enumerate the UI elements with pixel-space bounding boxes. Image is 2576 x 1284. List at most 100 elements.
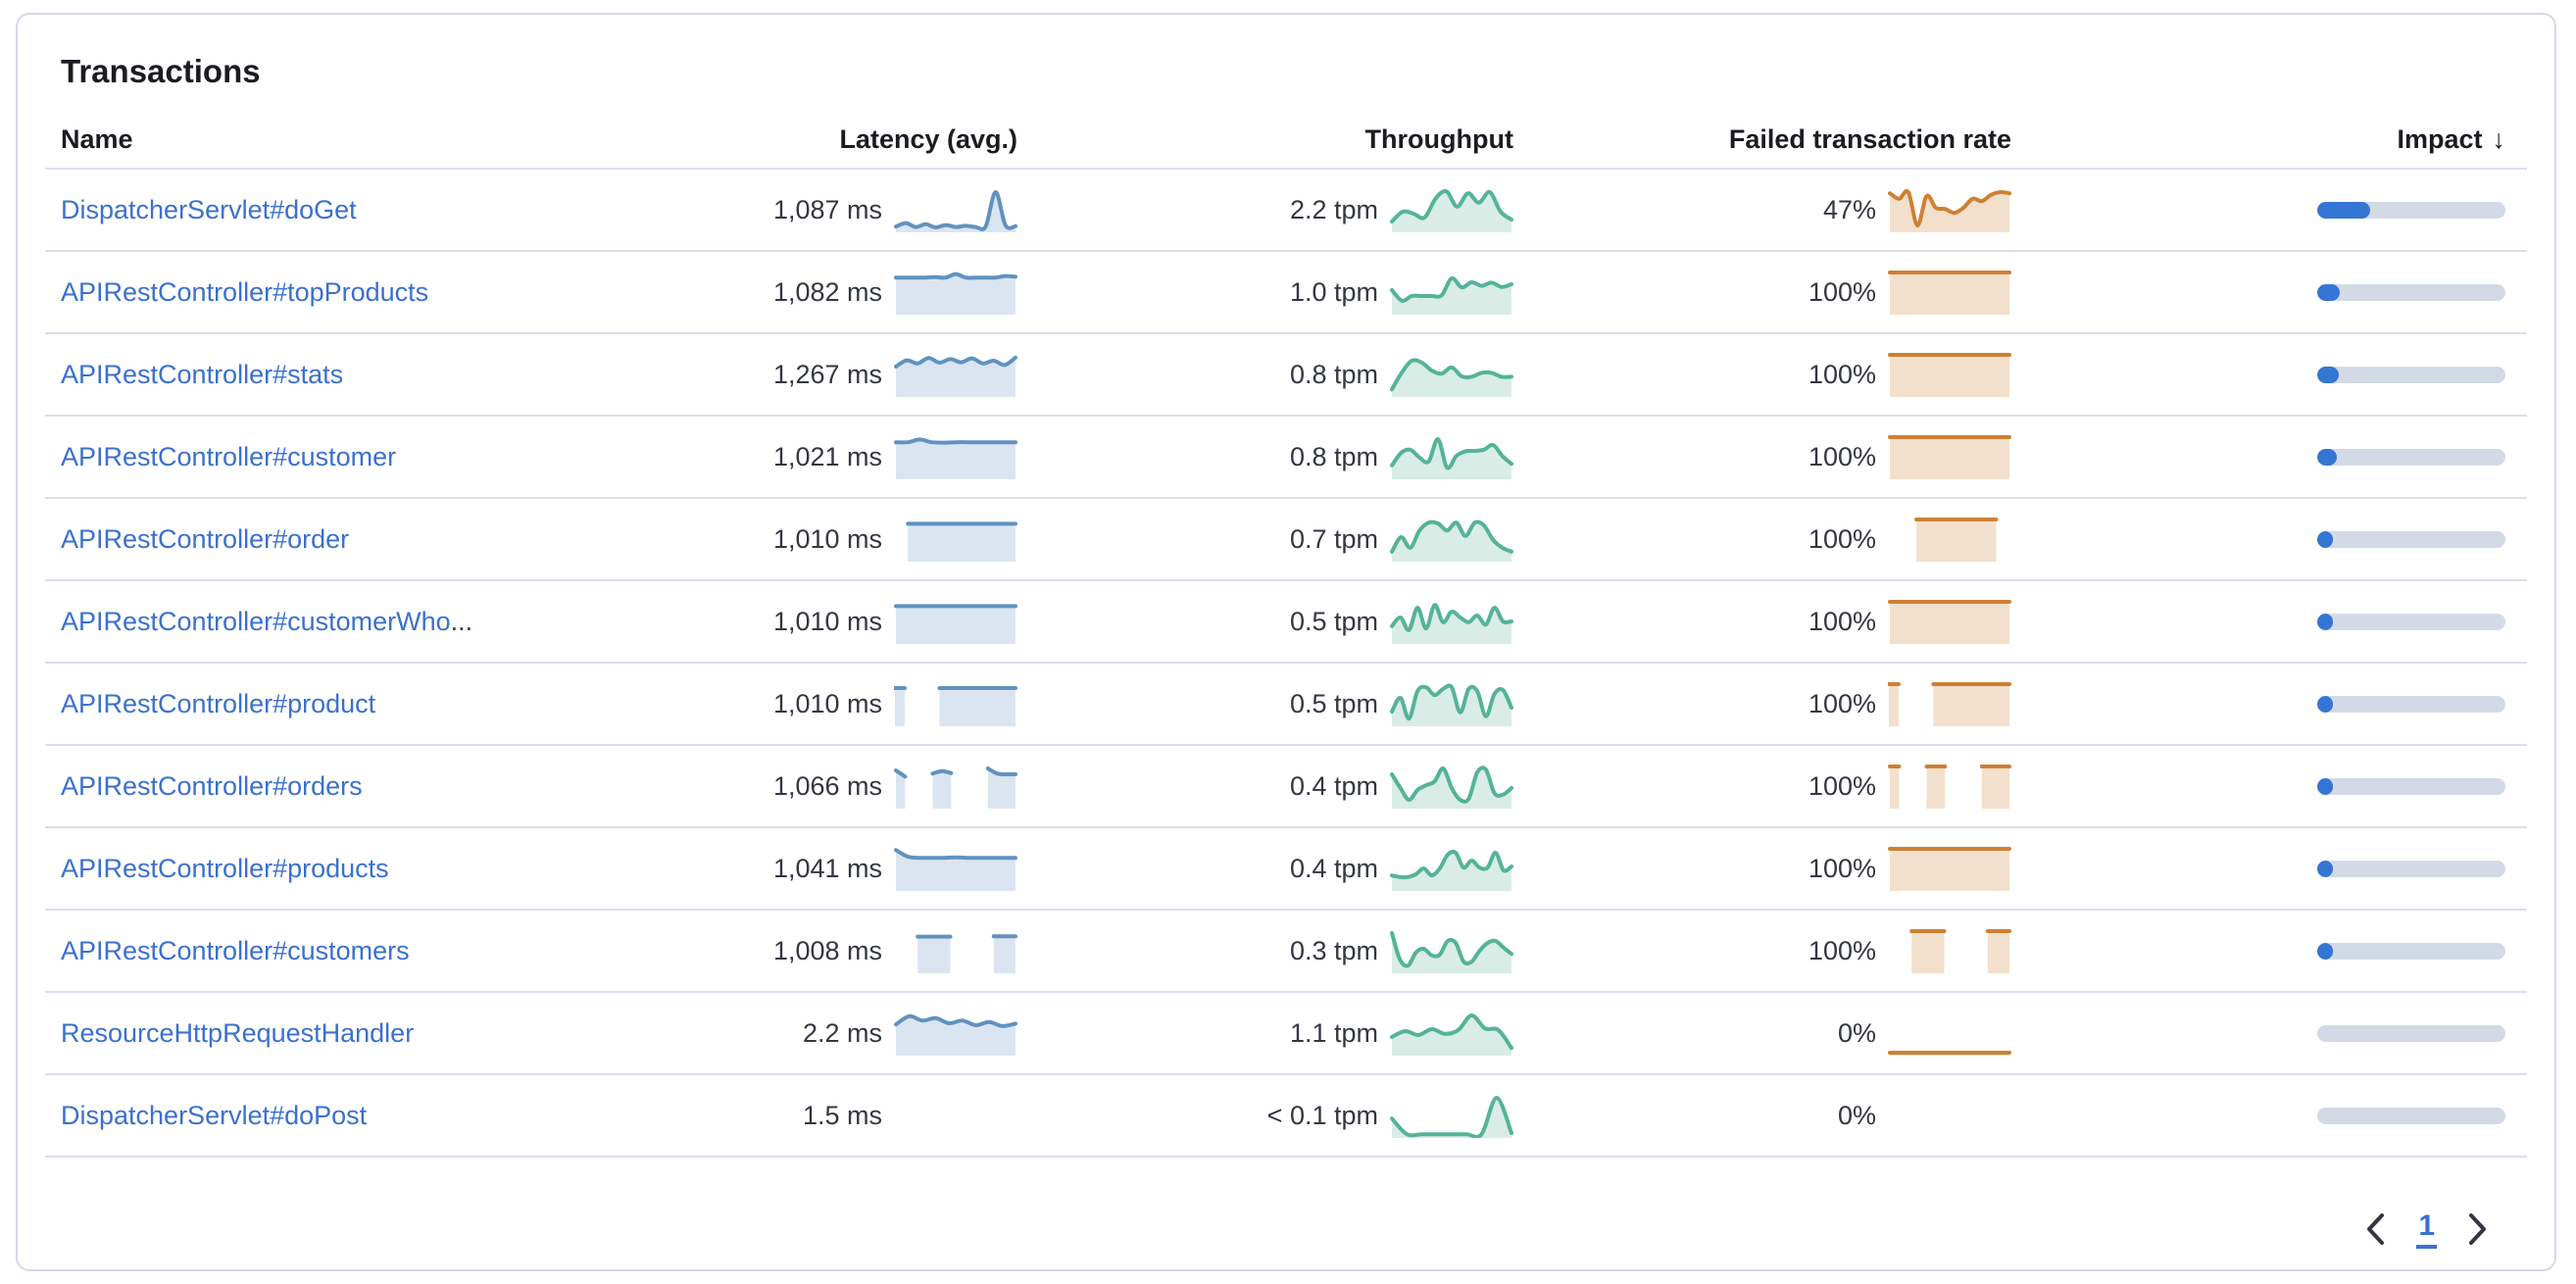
latency-value: 1,267 ms — [772, 359, 882, 389]
transaction-link[interactable]: APIRestController#customerWho... — [61, 606, 473, 636]
latency-sparkline — [894, 766, 1017, 809]
failed-rate-sparkline — [1888, 271, 2011, 315]
throughput-cell: 0.4 tpm — [1031, 764, 1527, 809]
throughput-sparkline — [1390, 1013, 1513, 1056]
impact-bar — [2317, 366, 2505, 383]
transaction-name-cell: APIRestController#customers — [45, 936, 541, 966]
transaction-link[interactable]: APIRestController#order — [61, 523, 350, 554]
failed-rate-cell: 100% — [1527, 517, 2025, 562]
page-number-1[interactable]: 1 — [2416, 1210, 2437, 1249]
latency-value: 1.5 ms — [802, 1100, 882, 1130]
latency-value: 1,010 ms — [772, 523, 882, 554]
panel-title: Transactions — [61, 53, 261, 89]
transaction-name-cell: APIRestController#order — [45, 524, 541, 555]
transaction-link[interactable]: APIRestController#customer — [61, 441, 397, 471]
throughput-sparkline — [1390, 931, 1513, 973]
impact-cell — [2025, 530, 2527, 548]
throughput-sparkline — [1390, 519, 1513, 562]
column-header-impact[interactable]: Impact ↓ — [2397, 123, 2505, 154]
column-header-name[interactable]: Name — [61, 123, 133, 154]
throughput-value: 0.4 tpm — [1289, 770, 1378, 801]
transaction-link[interactable]: APIRestController#topProducts — [61, 276, 429, 307]
latency-cell: 1.5 ms — [541, 1093, 1031, 1138]
throughput-value: 0.5 tpm — [1289, 606, 1378, 636]
transaction-link[interactable]: DispatcherServlet#doPost — [61, 1100, 368, 1130]
transaction-name-cell: DispatcherServlet#doGet — [45, 195, 541, 225]
column-header-throughput[interactable]: Throughput — [1364, 123, 1513, 154]
transaction-link[interactable]: ResourceHttpRequestHandler — [61, 1017, 415, 1048]
table-body: DispatcherServlet#doGet 1,087 ms 2.2 tpm 47… — [45, 170, 2527, 1158]
throughput-sparkline — [1390, 849, 1513, 891]
impact-cell — [2025, 860, 2527, 877]
throughput-cell: 0.8 tpm — [1031, 434, 1527, 479]
failed-rate-cell: 100% — [1527, 270, 2025, 315]
throughput-sparkline — [1390, 1096, 1513, 1138]
latency-cell: 1,087 ms — [541, 187, 1031, 232]
column-header-failed-rate[interactable]: Failed transaction rate — [1728, 123, 2011, 154]
failed-rate-value: 47% — [1822, 194, 1876, 224]
latency-value: 1,087 ms — [772, 194, 882, 224]
throughput-value: 0.8 tpm — [1289, 441, 1378, 471]
failed-rate-sparkline — [1888, 600, 2011, 644]
throughput-value: 1.0 tpm — [1289, 276, 1378, 307]
table-row: APIRestController#orders 1,066 ms 0.4 tpm 1… — [45, 746, 2527, 828]
failed-rate-cell: 100% — [1527, 846, 2025, 891]
throughput-value: 2.2 tpm — [1289, 194, 1378, 224]
table-row: APIRestController#customerWho... 1,010 ms… — [45, 581, 2527, 664]
table-row: APIRestController#customer 1,021 ms 0.8 tp… — [45, 417, 2527, 499]
table-row: APIRestController#stats 1,267 ms 0.8 tpm 10… — [45, 334, 2527, 417]
latency-cell: 1,010 ms — [541, 681, 1031, 726]
failed-rate-cell: 100% — [1527, 681, 2025, 726]
impact-bar-fill — [2317, 448, 2337, 466]
throughput-cell: 1.0 tpm — [1031, 270, 1527, 315]
transaction-link[interactable]: APIRestController#product — [61, 688, 376, 718]
impact-cell — [2025, 942, 2527, 960]
chevron-right-icon — [2469, 1213, 2486, 1245]
impact-bar — [2317, 1107, 2505, 1124]
failed-rate-cell: 100% — [1527, 434, 2025, 479]
failed-rate-value: 100% — [1808, 523, 1876, 554]
latency-sparkline — [894, 272, 1017, 315]
impact-bar-fill — [2317, 283, 2341, 301]
impact-bar-fill — [2317, 942, 2333, 960]
failed-rate-sparkline — [1888, 682, 2011, 726]
next-page-button[interactable] — [2456, 1208, 2500, 1251]
transaction-link[interactable]: APIRestController#stats — [61, 359, 344, 389]
previous-page-button[interactable] — [2353, 1208, 2397, 1251]
transaction-name-cell: APIRestController#product — [45, 689, 541, 719]
latency-value: 1,041 ms — [772, 853, 882, 883]
latency-cell: 1,021 ms — [541, 434, 1031, 479]
latency-value: 1,010 ms — [772, 688, 882, 718]
table-row: APIRestController#topProducts 1,082 ms 1.0… — [45, 252, 2527, 334]
latency-cell: 1,010 ms — [541, 599, 1031, 644]
throughput-value: 0.5 tpm — [1289, 688, 1378, 718]
throughput-sparkline — [1390, 436, 1513, 479]
transaction-name-cell: APIRestController#customerWho... — [45, 607, 541, 637]
impact-bar-fill — [2317, 366, 2340, 383]
transaction-link[interactable]: APIRestController#orders — [61, 770, 363, 801]
latency-sparkline — [894, 604, 1017, 644]
throughput-cell: 0.5 tpm — [1031, 599, 1527, 644]
transaction-link[interactable]: APIRestController#customers — [61, 935, 410, 965]
impact-bar-fill — [2317, 201, 2370, 219]
throughput-cell: 1.1 tpm — [1031, 1011, 1527, 1056]
failed-rate-value: 100% — [1808, 935, 1876, 965]
failed-rate-cell: 100% — [1527, 764, 2025, 809]
latency-sparkline — [894, 1013, 1017, 1056]
failed-rate-sparkline — [1888, 353, 2011, 397]
impact-cell — [2025, 1107, 2527, 1124]
latency-value: 1,010 ms — [772, 606, 882, 636]
failed-rate-sparkline — [1888, 847, 2011, 891]
impact-bar — [2317, 1024, 2505, 1042]
latency-sparkline — [916, 934, 1017, 973]
throughput-sparkline — [1390, 358, 1513, 397]
latency-value: 1,082 ms — [772, 276, 882, 307]
table-row: APIRestController#customers 1,008 ms 0.3 t… — [45, 911, 2527, 993]
transaction-link[interactable]: APIRestController#products — [61, 853, 389, 883]
transaction-link[interactable]: DispatcherServlet#doGet — [61, 194, 357, 224]
failed-rate-cell: 0% — [1527, 1011, 2025, 1056]
latency-cell: 1,008 ms — [541, 928, 1031, 973]
latency-cell: 1,041 ms — [541, 846, 1031, 891]
column-header-latency[interactable]: Latency (avg.) — [839, 123, 1017, 154]
table-row: APIRestController#order 1,010 ms 0.7 tpm 10… — [45, 499, 2527, 581]
